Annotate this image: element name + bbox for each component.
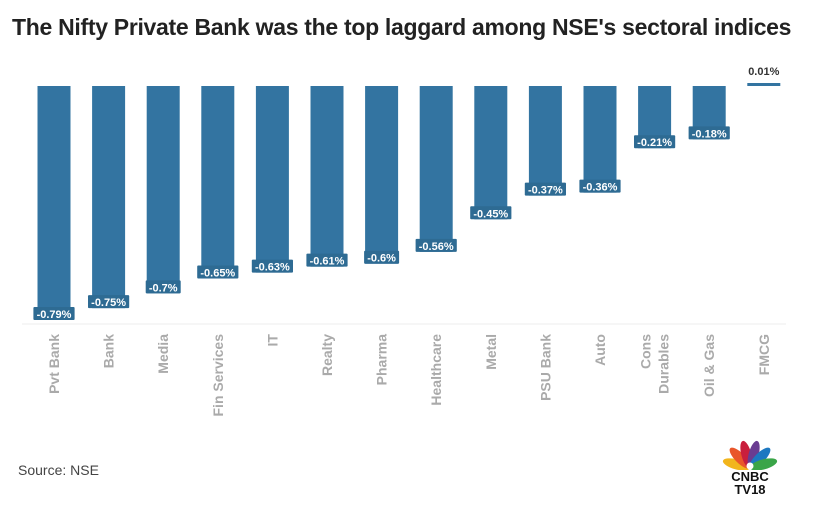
data-label-4: -0.63% — [255, 262, 290, 274]
data-label-bg-5 — [306, 253, 348, 267]
data-label-9: -0.37% — [528, 185, 563, 197]
data-label-13: 0.01% — [748, 66, 779, 78]
data-label-12: -0.18% — [692, 128, 727, 140]
tick-label-group-6: Pharma — [374, 334, 390, 386]
tick-label-5: Realty — [319, 334, 335, 376]
data-label-bg-10 — [579, 179, 621, 193]
tick-label-group-2: Media — [155, 334, 171, 374]
bar-2 — [146, 86, 180, 294]
data-label-0: -0.79% — [37, 309, 72, 321]
tick-label-group-13: FMCG — [756, 334, 772, 375]
logo-text-tv18: TV18 — [734, 482, 766, 497]
bar-6 — [365, 86, 399, 264]
tick-label-4: IT — [264, 334, 280, 347]
chart-title: The Nifty Private Bank was the top lagga… — [12, 14, 792, 40]
tick-label-7: Healthcare — [428, 334, 444, 406]
tick-label-9: PSU Bank — [537, 334, 553, 401]
tick-label-11-1: Durables — [656, 334, 672, 394]
bar-7 — [419, 86, 453, 252]
tick-label-1: Bank — [101, 334, 117, 368]
data-label-3: -0.65% — [200, 268, 235, 280]
data-label-1: -0.75% — [91, 297, 126, 309]
tick-label-0: Pvt Bank — [46, 334, 62, 394]
data-label-bg-2 — [145, 280, 181, 294]
bar-4 — [255, 86, 289, 273]
data-label-11: -0.21% — [637, 137, 672, 149]
tick-label-group-3: Fin Services — [210, 334, 226, 417]
data-label-bg-12 — [688, 126, 730, 140]
tick-label-group-5: Realty — [319, 334, 335, 376]
tick-label-group-11: Cons Durables — [638, 334, 672, 394]
tick-label-group-7: Healthcare — [428, 334, 444, 406]
source-note: Source: NSE — [18, 462, 99, 478]
data-label-bg-7 — [415, 238, 457, 252]
tick-label-group-12: Oil & Gas — [701, 334, 717, 397]
data-label-8: -0.45% — [473, 208, 508, 220]
bar-13 — [747, 83, 781, 86]
tick-label-6: Pharma — [374, 334, 390, 386]
tick-label-2: Media — [155, 334, 171, 374]
bar-3 — [201, 86, 235, 279]
tick-label-group-0: Pvt Bank — [46, 334, 62, 394]
tick-label-group-8: Metal — [483, 334, 499, 370]
tick-label-3: Fin Services — [210, 334, 226, 417]
bar-5 — [310, 86, 344, 267]
bar-1 — [92, 86, 126, 309]
data-label-7: -0.56% — [419, 241, 454, 253]
data-label-bg-9 — [524, 182, 566, 196]
data-label-bg-1 — [88, 295, 130, 309]
data-label-5: -0.61% — [310, 256, 345, 268]
tick-label-group-9: PSU Bank — [537, 334, 553, 401]
data-label-bg-8 — [470, 206, 512, 220]
data-label-10: -0.36% — [583, 182, 618, 194]
data-label-bg-11 — [634, 135, 676, 149]
tick-label-12: Oil & Gas — [701, 334, 717, 397]
tick-label-group-1: Bank — [101, 334, 117, 368]
bar-10 — [583, 86, 617, 193]
tick-label-10: Auto — [592, 334, 608, 366]
tick-label-8: Metal — [483, 334, 499, 370]
data-label-2: -0.7% — [149, 282, 178, 294]
tick-label-13: FMCG — [756, 334, 772, 375]
tick-label-group-10: Auto — [592, 334, 608, 366]
logo-text-cnbc: CNBC — [731, 469, 769, 484]
peacock-icon — [722, 440, 778, 471]
data-label-bg-0 — [33, 307, 75, 320]
cnbc-tv18-logo: CNBC TV18 — [718, 436, 782, 496]
data-label-bg-3 — [197, 265, 239, 279]
data-label-bg-6 — [364, 250, 400, 264]
bar-0 — [37, 86, 71, 320]
bar-8 — [474, 86, 508, 220]
data-label-6: -0.6% — [367, 253, 396, 265]
tick-label-group-4: IT — [264, 334, 280, 347]
bar-9 — [528, 86, 562, 196]
data-label-bg-4 — [251, 259, 293, 273]
tick-label-11-0: Cons — [638, 334, 654, 369]
